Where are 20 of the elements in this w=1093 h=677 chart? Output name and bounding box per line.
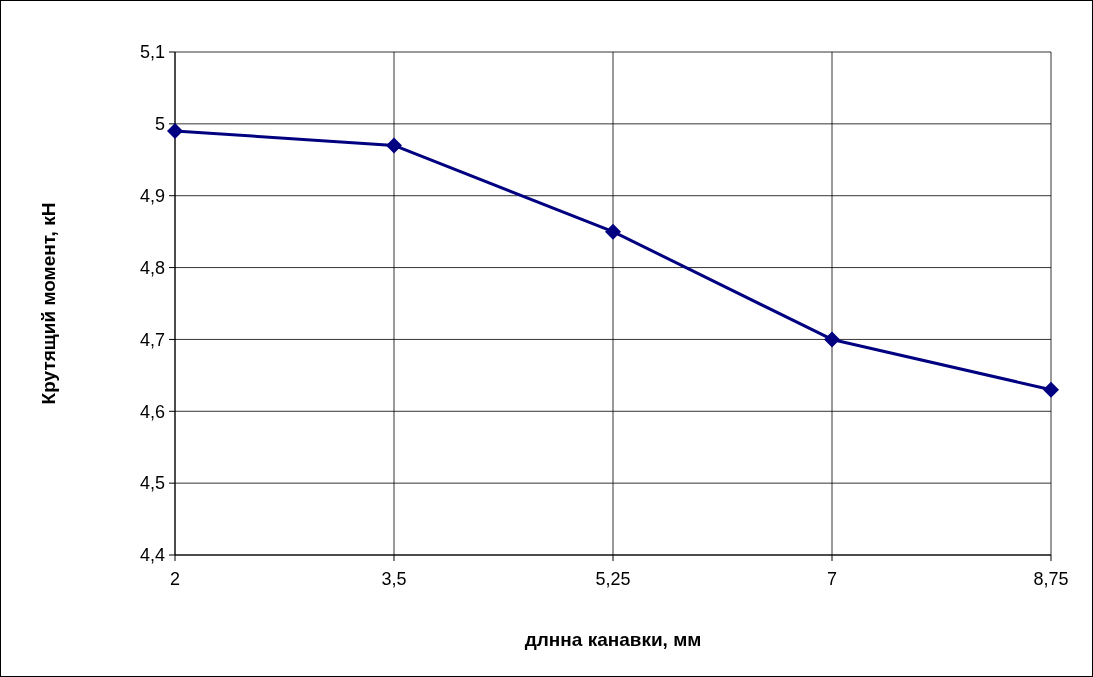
y-tick-label: 5,1: [139, 42, 165, 63]
y-tick-label: 5: [154, 114, 165, 135]
y-tick-label: 4,9: [139, 186, 165, 207]
x-tick-label: 7: [826, 569, 838, 589]
y-axis-title: Крутящий момент, кН: [38, 202, 59, 405]
y-tick-label: 4,6: [139, 401, 165, 422]
x-tick-label: 3,5: [381, 569, 407, 589]
point: [1043, 381, 1059, 398]
point: [605, 223, 621, 240]
point: [167, 123, 183, 140]
y-tick-label: 4,8: [139, 257, 165, 278]
point: [386, 137, 402, 154]
y-tick-label: 4,4: [139, 545, 165, 566]
y-tick-label: 4,5: [139, 473, 165, 494]
point: [824, 331, 840, 348]
y-tick-label: 4,7: [139, 329, 165, 350]
x-tick-label: 5,25: [595, 569, 631, 589]
x-tick-label: 2: [169, 569, 181, 589]
x-axis-title: длнна канавки, мм: [524, 629, 702, 650]
x-tick-label: 8,75: [1033, 569, 1069, 589]
